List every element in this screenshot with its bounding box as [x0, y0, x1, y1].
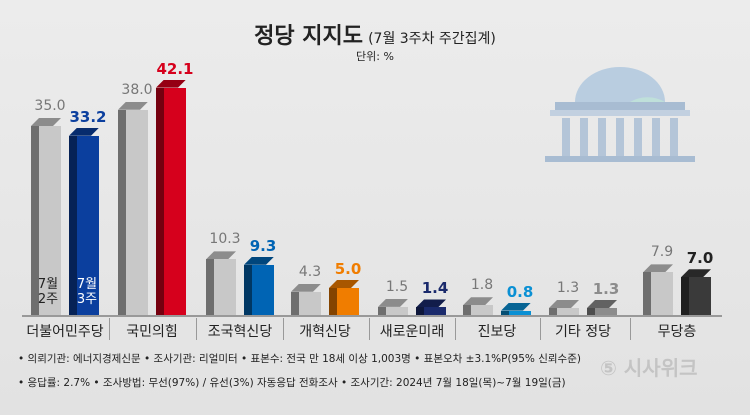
- value-label-previous: 35.0: [34, 98, 66, 114]
- bar-current-week: [501, 302, 539, 315]
- x-axis-line: [22, 315, 722, 317]
- bar-current-week: [244, 256, 282, 315]
- value-label-previous: 1.3: [556, 279, 580, 296]
- value-label-previous: 1.8: [470, 277, 494, 294]
- bar-previous-week: [206, 251, 244, 315]
- value-label-current: 1.3: [592, 279, 620, 298]
- logo: ⑤ 시사위크: [600, 356, 698, 380]
- value-label-previous: 7.9: [650, 244, 674, 261]
- legend-curr-week: 7월 3주: [76, 277, 98, 307]
- bar-previous-week: [291, 283, 329, 315]
- bar-previous-week: [378, 298, 416, 315]
- category-divider: [368, 318, 370, 340]
- bar-previous-week: [31, 118, 69, 315]
- national-assembly-icon: [545, 67, 695, 162]
- category-label: 더불어민주당: [26, 324, 104, 340]
- bar-previous-week: [643, 264, 681, 315]
- unit-label: 단위: %: [356, 50, 394, 63]
- notes-line-2: • 응답률: 2.7% • 조사방법: 무선(97%) / 유선(3%) 자동응…: [18, 377, 566, 389]
- subtitle: (7월 3주차 주간집계): [368, 31, 496, 47]
- value-label-current: 33.2: [69, 107, 107, 126]
- category-divider: [540, 318, 541, 340]
- bar-current-week: [69, 127, 107, 315]
- bar-current-week: [416, 299, 454, 315]
- value-label-current: 0.8: [506, 282, 534, 301]
- title-text: 정당 지지도: [254, 24, 363, 49]
- value-label-current: 7.0: [686, 249, 714, 268]
- bar-previous-week: [118, 101, 156, 315]
- bar-current-week: [587, 299, 625, 315]
- value-label-current: 42.1: [156, 59, 194, 78]
- category-divider: [630, 318, 631, 340]
- category-divider: [282, 318, 284, 340]
- value-label-current: 1.4: [421, 279, 449, 298]
- category-divider: [454, 318, 456, 340]
- category-divider: [196, 318, 197, 340]
- category-label: 개혁신당: [299, 324, 351, 340]
- category-label: 국민의힘: [126, 324, 178, 340]
- value-label-previous: 10.3: [209, 231, 241, 248]
- category-label: 조국혁신당: [207, 324, 273, 340]
- chart-title: 정당 지지도 (7월 3주차 주간집계): [0, 18, 750, 50]
- notes-line-1: • 의뢰기관: 에너지경제신문 • 조사기관: 리얼미터 • 표본수: 전국 만…: [18, 353, 581, 365]
- value-label-previous: 4.3: [298, 263, 322, 280]
- category-label: 기타 정당: [555, 324, 611, 340]
- category-divider: [108, 318, 110, 340]
- value-label-previous: 38.0: [121, 81, 153, 98]
- value-label-previous: 1.5: [385, 278, 409, 295]
- category-label: 무당층: [657, 324, 697, 340]
- legend-prev-week: 7월 2주: [37, 277, 59, 307]
- category-label: 새로운미래: [379, 324, 445, 340]
- category-label: 진보당: [477, 324, 517, 340]
- bar-previous-week: [463, 297, 501, 315]
- bar-previous-week: [549, 299, 587, 315]
- bar-current-week: [156, 79, 194, 315]
- value-label-current: 5.0: [334, 260, 362, 278]
- bar-current-week: [329, 280, 367, 315]
- value-label-current: 9.3: [249, 236, 277, 255]
- bar-current-week: [681, 269, 719, 315]
